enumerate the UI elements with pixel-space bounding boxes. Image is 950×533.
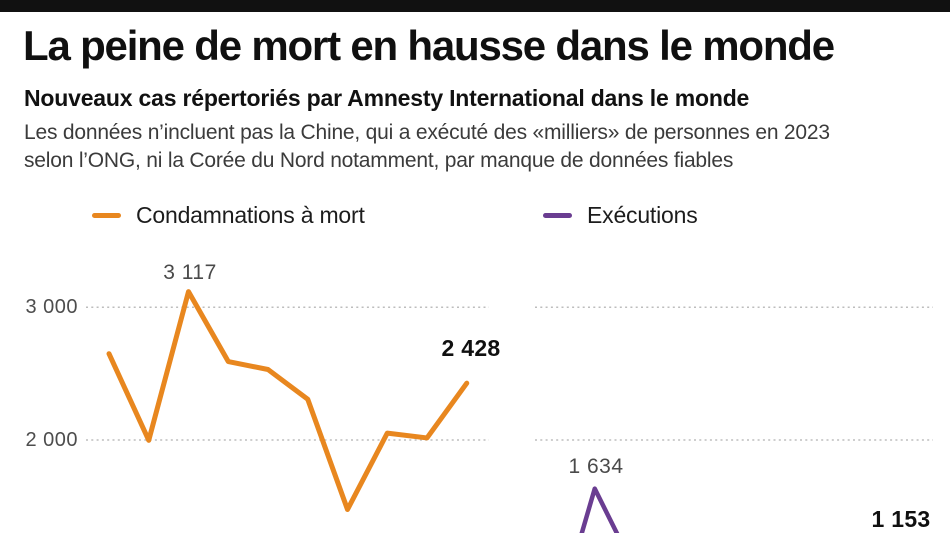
- executions-line: [579, 486, 620, 533]
- y-axis-tick-2000: 2 000: [25, 429, 78, 451]
- data-label-executions-peak: 1 634: [568, 455, 624, 478]
- note-line-1: Les données n’incluent pas la Chine, qui…: [24, 121, 830, 144]
- sentences-line: [106, 289, 470, 513]
- executions-line-swatch: [543, 212, 572, 218]
- page-title: La peine de mort en hausse dans le monde: [23, 22, 835, 69]
- top-bar: [0, 0, 950, 12]
- chart-subtitle: Nouveaux cas répertoriés par Amnesty Int…: [24, 85, 750, 111]
- legend-item-executions: Exécutions: [543, 200, 698, 230]
- data-label-sentences-peak: 3 117: [163, 261, 217, 284]
- data-label-sentences-latest: 2 428: [441, 335, 501, 361]
- data-label-executions-latest: 1 153: [871, 506, 931, 532]
- y-axis-tick-3000: 3 000: [25, 296, 78, 318]
- legend-item-sentences: Condamnations à mort: [92, 200, 365, 230]
- note-line-2: selon l’ONG, ni la Corée du Nord notamme…: [24, 149, 734, 172]
- sentences-line-swatch: [92, 212, 121, 218]
- executions-legend-label: Exécutions: [587, 201, 698, 228]
- sentences-legend-label: Condamnations à mort: [136, 201, 365, 228]
